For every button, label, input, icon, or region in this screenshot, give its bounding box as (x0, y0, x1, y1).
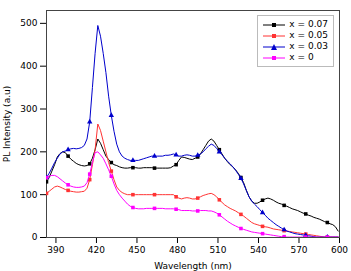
html-text:x = 0: x = 0 (289, 52, 314, 62)
svg-text:Wavelength (nm): Wavelength (nm) (154, 261, 232, 271)
svg-text:570: 570 (290, 245, 307, 255)
svg-text:400: 400 (20, 61, 37, 71)
svg-text:540: 540 (250, 245, 267, 255)
svg-text:PL Intensity (a.u): PL Intensity (a.u) (2, 86, 12, 162)
svg-text:500: 500 (20, 18, 37, 28)
svg-text:600: 600 (331, 245, 348, 255)
svg-text:300: 300 (20, 104, 37, 114)
svg-text:0: 0 (32, 232, 38, 242)
svg-text:200: 200 (20, 147, 37, 157)
svg-text:390: 390 (47, 245, 64, 255)
svg-text:450: 450 (128, 245, 145, 255)
svg-text:100: 100 (20, 190, 37, 200)
html-text:x = 0.05: x = 0.05 (289, 30, 328, 40)
svg-text:420: 420 (88, 245, 105, 255)
svg-text:510: 510 (209, 245, 226, 255)
svg-text:480: 480 (169, 245, 186, 255)
html-text:x = 0.03: x = 0.03 (289, 41, 328, 51)
html-text:x = 0.07: x = 0.07 (289, 19, 328, 29)
